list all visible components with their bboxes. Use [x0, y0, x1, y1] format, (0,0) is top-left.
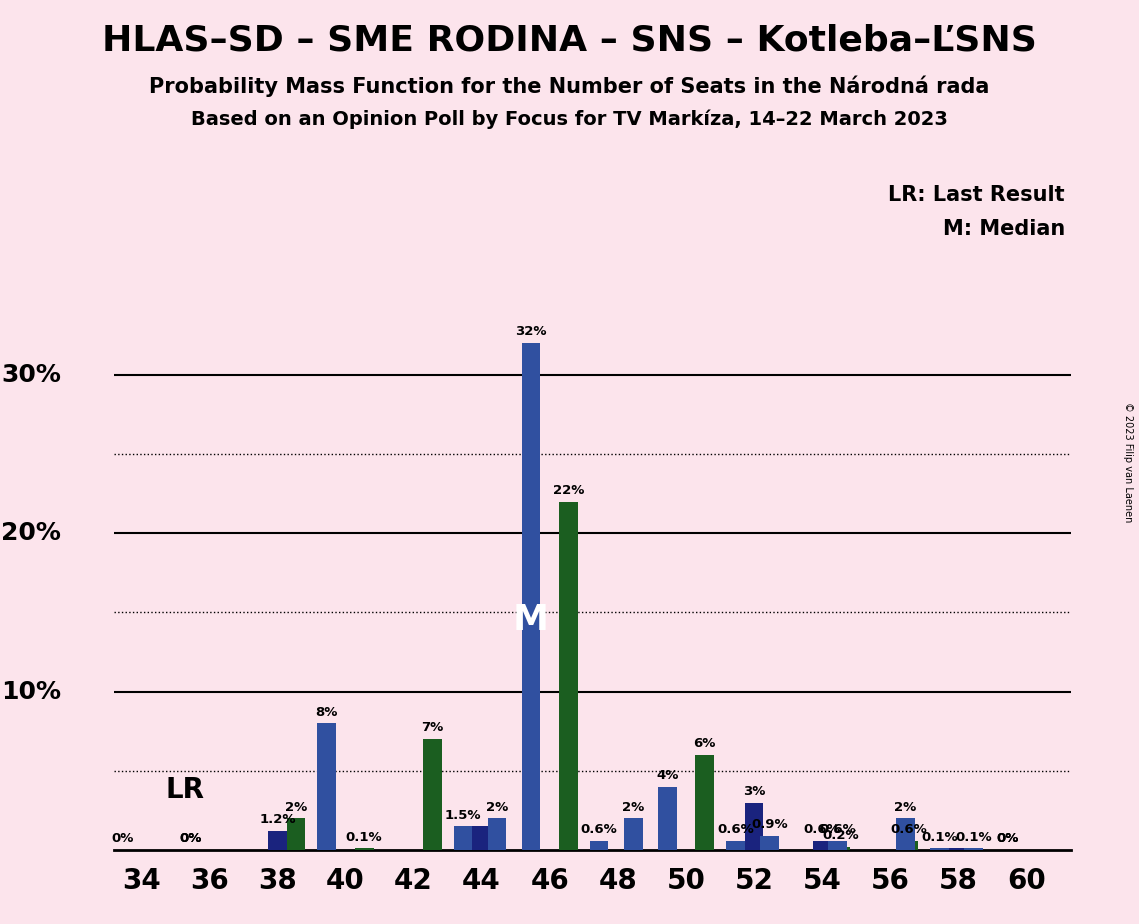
- Bar: [695, 755, 714, 850]
- Text: 2%: 2%: [622, 801, 645, 814]
- Bar: [559, 502, 577, 850]
- Bar: [522, 343, 540, 850]
- Text: 7%: 7%: [421, 722, 443, 735]
- Text: 6%: 6%: [694, 737, 715, 750]
- Text: 0.1%: 0.1%: [956, 831, 992, 844]
- Text: 4%: 4%: [656, 769, 679, 782]
- Text: 0.6%: 0.6%: [581, 823, 617, 836]
- Text: 0.9%: 0.9%: [751, 818, 788, 831]
- Bar: [828, 841, 846, 850]
- Bar: [318, 723, 336, 850]
- Text: 1.5%: 1.5%: [444, 808, 481, 821]
- Bar: [453, 826, 473, 850]
- Text: 0%: 0%: [112, 833, 133, 845]
- Text: 0.6%: 0.6%: [891, 823, 927, 836]
- Bar: [590, 841, 608, 850]
- Bar: [931, 848, 949, 850]
- Text: 3%: 3%: [743, 784, 765, 797]
- Text: 2%: 2%: [486, 801, 508, 814]
- Bar: [831, 847, 850, 850]
- Text: 8%: 8%: [316, 706, 338, 719]
- Bar: [900, 841, 918, 850]
- Bar: [487, 819, 507, 850]
- Bar: [423, 739, 442, 850]
- Bar: [896, 819, 915, 850]
- Text: 20%: 20%: [1, 521, 62, 545]
- Bar: [726, 841, 745, 850]
- Text: 0%: 0%: [179, 833, 202, 845]
- Text: 22%: 22%: [552, 484, 584, 497]
- Bar: [745, 803, 763, 850]
- Bar: [473, 826, 491, 850]
- Text: 0.6%: 0.6%: [716, 823, 754, 836]
- Bar: [287, 819, 305, 850]
- Text: 2%: 2%: [285, 801, 308, 814]
- Text: 0.6%: 0.6%: [804, 823, 841, 836]
- Text: © 2023 Filip van Laenen: © 2023 Filip van Laenen: [1123, 402, 1132, 522]
- Text: M: M: [513, 603, 549, 638]
- Bar: [949, 848, 968, 850]
- Text: 0.6%: 0.6%: [819, 823, 855, 836]
- Bar: [658, 786, 677, 850]
- Bar: [760, 836, 779, 850]
- Text: HLAS–SD – SME RODINA – SNS – Kotleba–ĽSNS: HLAS–SD – SME RODINA – SNS – Kotleba–ĽSN…: [103, 23, 1036, 57]
- Text: 0.1%: 0.1%: [921, 831, 958, 844]
- Text: 2%: 2%: [894, 801, 917, 814]
- Text: 0%: 0%: [179, 833, 202, 845]
- Bar: [354, 848, 374, 850]
- Text: Probability Mass Function for the Number of Seats in the Národná rada: Probability Mass Function for the Number…: [149, 76, 990, 97]
- Text: 30%: 30%: [1, 363, 62, 387]
- Text: 0.1%: 0.1%: [346, 831, 383, 844]
- Text: 0.2%: 0.2%: [822, 829, 859, 842]
- Text: M: Median: M: Median: [943, 219, 1065, 239]
- Text: 10%: 10%: [1, 680, 62, 704]
- Text: LR: Last Result: LR: Last Result: [888, 185, 1065, 205]
- Bar: [813, 841, 831, 850]
- Text: 1.2%: 1.2%: [259, 813, 296, 826]
- Bar: [268, 831, 287, 850]
- Text: 0%: 0%: [997, 833, 1019, 845]
- Text: 32%: 32%: [515, 325, 547, 338]
- Text: Based on an Opinion Poll by Focus for TV Markíza, 14–22 March 2023: Based on an Opinion Poll by Focus for TV…: [191, 109, 948, 128]
- Text: LR: LR: [166, 776, 205, 804]
- Bar: [624, 819, 642, 850]
- Bar: [965, 848, 983, 850]
- Text: 0%: 0%: [997, 833, 1019, 845]
